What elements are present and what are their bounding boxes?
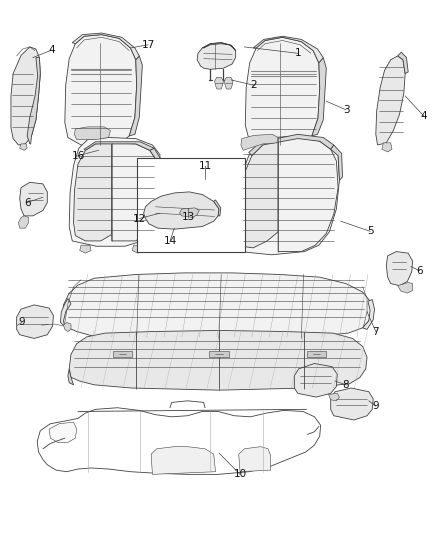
Text: 5: 5 (367, 227, 374, 236)
Text: 4: 4 (48, 45, 55, 55)
Polygon shape (240, 139, 278, 248)
Text: 2: 2 (251, 80, 258, 90)
Polygon shape (49, 422, 77, 442)
Polygon shape (398, 52, 408, 74)
Polygon shape (386, 252, 413, 286)
Text: 16: 16 (71, 151, 85, 160)
Polygon shape (209, 351, 229, 357)
Polygon shape (132, 245, 144, 253)
Text: 8: 8 (343, 380, 350, 390)
Polygon shape (72, 33, 139, 60)
Text: 12: 12 (133, 214, 146, 223)
FancyBboxPatch shape (137, 158, 245, 252)
Polygon shape (224, 77, 233, 89)
Polygon shape (80, 245, 91, 253)
Polygon shape (27, 58, 40, 144)
Polygon shape (60, 298, 71, 326)
Text: 6: 6 (416, 266, 423, 276)
Polygon shape (239, 447, 271, 472)
Polygon shape (278, 138, 338, 252)
Polygon shape (249, 134, 334, 156)
Polygon shape (129, 56, 142, 136)
Polygon shape (20, 144, 27, 150)
Polygon shape (398, 282, 413, 293)
Text: 11: 11 (198, 161, 212, 171)
Polygon shape (376, 56, 405, 145)
Polygon shape (215, 77, 223, 89)
Polygon shape (307, 351, 326, 357)
Text: 17: 17 (141, 40, 155, 50)
Polygon shape (382, 143, 392, 152)
Polygon shape (331, 145, 343, 180)
Polygon shape (17, 305, 53, 338)
Polygon shape (69, 330, 367, 390)
Polygon shape (202, 43, 236, 51)
Text: 7: 7 (372, 327, 379, 336)
Polygon shape (65, 35, 137, 148)
Polygon shape (74, 127, 110, 140)
Polygon shape (62, 273, 371, 340)
Polygon shape (11, 47, 40, 145)
Polygon shape (69, 138, 161, 246)
Polygon shape (151, 447, 215, 474)
Polygon shape (363, 300, 374, 329)
Polygon shape (112, 143, 158, 241)
Polygon shape (20, 182, 47, 216)
Polygon shape (253, 36, 323, 63)
Polygon shape (74, 143, 112, 241)
Text: 9: 9 (372, 401, 379, 411)
Polygon shape (113, 351, 132, 357)
Polygon shape (64, 322, 71, 332)
Polygon shape (197, 43, 236, 69)
Polygon shape (328, 393, 339, 401)
Polygon shape (144, 192, 219, 229)
Polygon shape (294, 364, 337, 397)
Polygon shape (241, 134, 278, 150)
Polygon shape (84, 142, 154, 150)
Polygon shape (150, 148, 161, 187)
Text: 1: 1 (294, 49, 301, 58)
Polygon shape (37, 408, 321, 474)
Text: 6: 6 (24, 198, 31, 207)
Polygon shape (68, 369, 74, 385)
Text: 14: 14 (163, 237, 177, 246)
Polygon shape (245, 37, 320, 148)
Polygon shape (312, 58, 326, 136)
Text: 13: 13 (182, 213, 195, 222)
Polygon shape (331, 388, 373, 420)
Polygon shape (180, 208, 199, 217)
Text: 3: 3 (343, 105, 350, 115)
Polygon shape (214, 200, 221, 216)
Polygon shape (237, 136, 339, 255)
Polygon shape (18, 216, 28, 228)
Text: 10: 10 (233, 470, 247, 479)
Text: 4: 4 (420, 111, 427, 121)
Text: 9: 9 (18, 318, 25, 327)
